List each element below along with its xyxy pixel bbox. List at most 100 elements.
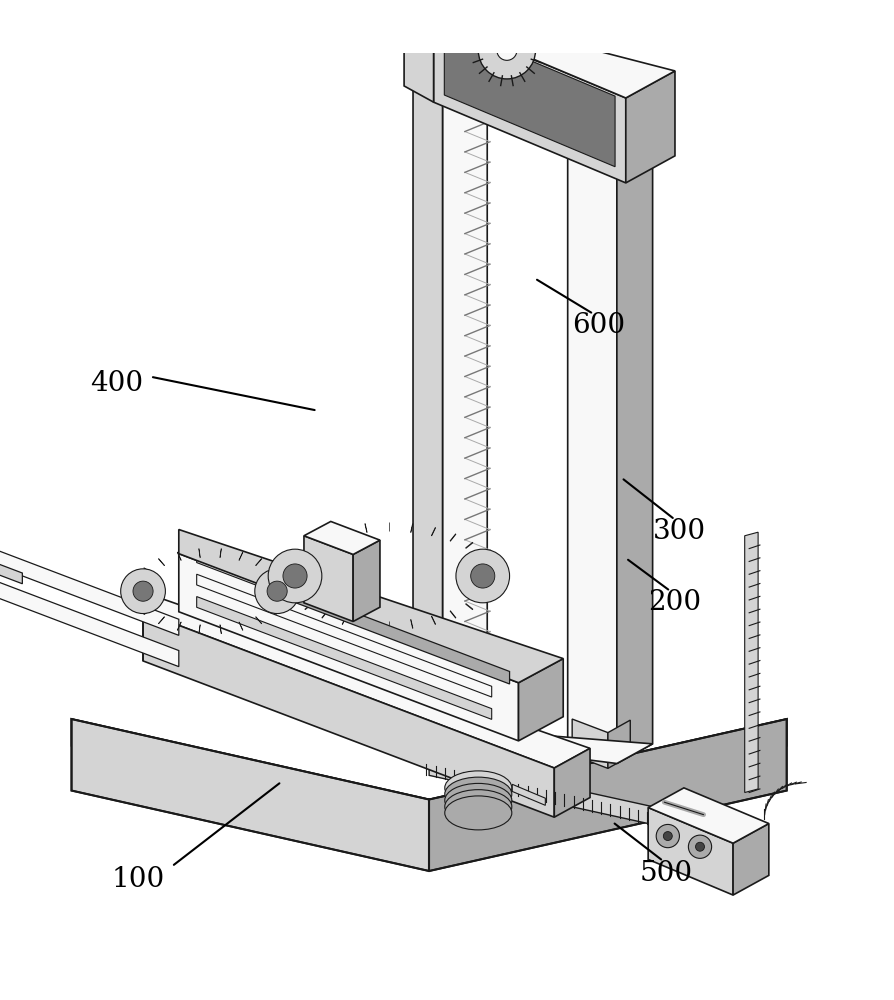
Polygon shape <box>0 551 22 584</box>
Polygon shape <box>179 530 563 683</box>
Polygon shape <box>197 574 492 697</box>
Polygon shape <box>198 625 200 634</box>
Polygon shape <box>198 549 200 558</box>
Polygon shape <box>292 595 300 600</box>
Circle shape <box>478 22 536 79</box>
Polygon shape <box>410 524 413 533</box>
Polygon shape <box>197 597 492 719</box>
Polygon shape <box>466 542 473 548</box>
Polygon shape <box>179 554 519 741</box>
Polygon shape <box>450 534 456 541</box>
Polygon shape <box>485 585 493 588</box>
Polygon shape <box>292 552 300 557</box>
Circle shape <box>283 564 308 588</box>
Polygon shape <box>444 24 615 167</box>
Circle shape <box>255 569 299 614</box>
Text: 400: 400 <box>89 370 143 397</box>
Polygon shape <box>733 824 769 895</box>
Polygon shape <box>465 711 487 759</box>
Polygon shape <box>197 552 492 675</box>
Polygon shape <box>144 568 151 573</box>
Polygon shape <box>429 757 751 846</box>
Polygon shape <box>305 603 312 610</box>
Polygon shape <box>143 612 554 817</box>
Circle shape <box>656 824 679 848</box>
Circle shape <box>470 564 495 588</box>
Polygon shape <box>256 559 262 566</box>
Polygon shape <box>0 541 179 635</box>
Circle shape <box>133 581 153 601</box>
Polygon shape <box>304 536 353 621</box>
Polygon shape <box>256 617 262 624</box>
Circle shape <box>696 842 704 851</box>
Text: 600: 600 <box>572 312 626 339</box>
Polygon shape <box>450 611 456 618</box>
Circle shape <box>456 549 510 603</box>
Circle shape <box>663 832 672 841</box>
Polygon shape <box>220 549 222 558</box>
Polygon shape <box>477 552 485 557</box>
Polygon shape <box>305 542 312 548</box>
Text: 200: 200 <box>648 589 702 616</box>
Polygon shape <box>745 532 758 793</box>
Polygon shape <box>239 552 243 560</box>
Polygon shape <box>269 568 276 573</box>
Polygon shape <box>648 788 769 843</box>
Polygon shape <box>277 583 510 684</box>
Ellipse shape <box>445 771 511 805</box>
Polygon shape <box>365 524 367 533</box>
Polygon shape <box>404 1 675 98</box>
Circle shape <box>552 12 584 44</box>
Polygon shape <box>220 625 222 634</box>
Polygon shape <box>413 86 443 741</box>
Polygon shape <box>135 579 143 582</box>
Polygon shape <box>277 600 285 604</box>
Polygon shape <box>342 527 346 536</box>
Circle shape <box>121 569 165 614</box>
Polygon shape <box>72 719 429 871</box>
Polygon shape <box>404 1 434 102</box>
Polygon shape <box>342 616 346 625</box>
Text: 500: 500 <box>639 860 693 887</box>
Polygon shape <box>158 559 164 566</box>
Polygon shape <box>432 616 435 625</box>
Circle shape <box>267 581 287 601</box>
Circle shape <box>497 40 517 60</box>
Ellipse shape <box>445 796 511 830</box>
Polygon shape <box>568 102 617 764</box>
Polygon shape <box>554 748 590 817</box>
Polygon shape <box>158 617 164 624</box>
Polygon shape <box>322 534 328 541</box>
Polygon shape <box>284 585 293 588</box>
Ellipse shape <box>445 790 511 824</box>
Polygon shape <box>466 603 473 610</box>
Polygon shape <box>322 611 328 618</box>
Polygon shape <box>429 719 787 871</box>
Ellipse shape <box>445 777 511 811</box>
Polygon shape <box>626 71 675 183</box>
Polygon shape <box>239 622 243 630</box>
Polygon shape <box>432 527 435 536</box>
Polygon shape <box>648 808 733 895</box>
Polygon shape <box>429 710 465 759</box>
Polygon shape <box>177 552 181 560</box>
Polygon shape <box>277 579 285 582</box>
Polygon shape <box>413 725 653 764</box>
Polygon shape <box>413 86 653 124</box>
Polygon shape <box>410 619 413 628</box>
Circle shape <box>562 22 573 34</box>
Polygon shape <box>485 564 493 567</box>
Polygon shape <box>72 719 787 826</box>
Polygon shape <box>617 105 653 764</box>
Polygon shape <box>477 595 485 600</box>
Polygon shape <box>135 600 143 604</box>
Polygon shape <box>0 572 179 667</box>
Polygon shape <box>143 592 590 768</box>
Polygon shape <box>304 521 380 554</box>
Polygon shape <box>353 540 380 621</box>
Text: 300: 300 <box>653 518 706 545</box>
Polygon shape <box>572 719 608 768</box>
Circle shape <box>268 549 322 603</box>
Ellipse shape <box>445 783 511 817</box>
Polygon shape <box>365 619 367 628</box>
